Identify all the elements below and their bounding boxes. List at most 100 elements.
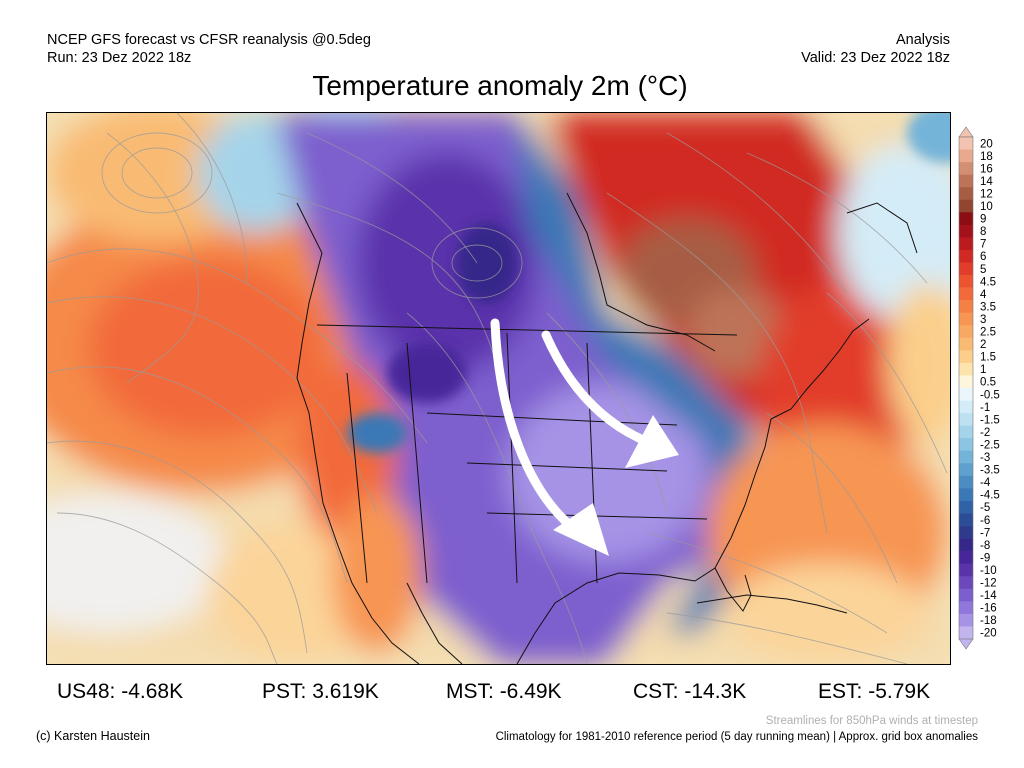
colorbar-swatch — [959, 488, 973, 502]
colorbar-label: -4.5 — [980, 490, 1000, 502]
stat-pst: PST: 3.619K — [262, 680, 379, 703]
colorbar-swatch — [959, 388, 973, 401]
colorbar-swatch — [959, 249, 973, 263]
colorbar-swatch — [959, 375, 973, 389]
colorbar-label: 0.5 — [980, 377, 996, 389]
author-credit: (c) Karsten Haustein — [36, 729, 150, 743]
colorbar-swatch — [959, 601, 973, 615]
colorbar-label: -10 — [980, 565, 997, 577]
colorbar-label: -5 — [980, 502, 990, 514]
colorbar-label: 6 — [980, 251, 986, 263]
colorbar-swatch — [959, 275, 973, 288]
colorbar-swatch — [959, 613, 973, 627]
colorbar-swatch — [959, 312, 973, 326]
colorbar-swatch — [959, 413, 973, 426]
colorbar-legend: 201816141210987654.543.532.521.510.5-0.5… — [958, 126, 1000, 650]
colorbar-label: 7 — [980, 239, 986, 251]
regional-averages: US48: -4.68K PST: 3.619K MST: -6.49K CST… — [0, 680, 1000, 706]
colorbar-label: -20 — [980, 628, 997, 640]
colorbar-label: 5 — [980, 264, 986, 276]
colorbar-top-arrow — [958, 126, 974, 138]
colorbar-swatch — [959, 438, 973, 452]
coastlines — [296, 192, 918, 664]
colorbar-label: 4 — [980, 289, 987, 301]
colorbar-label: -2.5 — [980, 439, 1000, 451]
colorbar-swatch — [959, 425, 973, 439]
colorbar-swatch — [959, 187, 973, 201]
colorbar-label: -8 — [980, 540, 990, 552]
stat-est: EST: -5.79K — [818, 680, 931, 703]
colorbar-label: -12 — [980, 578, 997, 590]
colorbar-swatch — [959, 287, 973, 301]
colorbar-label: 3.5 — [980, 301, 996, 313]
stat-cst: CST: -14.3K — [633, 680, 747, 703]
colorbar-label: 3 — [980, 314, 986, 326]
colorbar-label: 8 — [980, 226, 986, 238]
cold-air-arrows — [490, 318, 679, 556]
colorbar-swatch — [959, 588, 973, 602]
colorbar-swatch — [959, 174, 973, 188]
colorbar-label: 12 — [980, 188, 993, 200]
colorbar-label: 9 — [980, 214, 986, 226]
colorbar-label: -3 — [980, 452, 990, 464]
colorbar-swatch — [959, 262, 973, 276]
analysis-label: Analysis — [896, 32, 950, 48]
colorbar-label: -16 — [980, 603, 997, 615]
colorbar-swatch — [959, 362, 973, 376]
model-description: NCEP GFS forecast vs CFSR reanalysis @0.… — [47, 32, 371, 48]
temperature-anomaly-map — [46, 112, 951, 665]
colorbar-swatch — [959, 626, 973, 640]
colorbar-swatch — [959, 199, 973, 213]
colorbar-label: -3.5 — [980, 465, 1000, 477]
colorbar-label: -14 — [980, 590, 997, 602]
colorbar-swatch — [959, 162, 973, 175]
colorbar-label: -4 — [980, 477, 991, 489]
colorbar-swatch — [959, 224, 973, 238]
colorbar-bottom-arrow — [958, 638, 974, 650]
colorbar-swatch — [959, 137, 973, 150]
colorbar-label: -9 — [980, 552, 990, 564]
colorbar-swatch — [959, 212, 973, 226]
colorbar-label: -0.5 — [980, 389, 1000, 401]
colorbar-label: 2.5 — [980, 327, 996, 339]
header-run-info: NCEP GFS forecast vs CFSR reanalysis @0.… — [47, 31, 371, 67]
colorbar-label: 1.5 — [980, 352, 996, 364]
stat-mst: MST: -6.49K — [446, 680, 562, 703]
colorbar-label: 18 — [980, 151, 993, 163]
colorbar-swatch — [959, 463, 973, 477]
climatology-note: Climatology for 1981-2010 reference peri… — [495, 731, 978, 743]
map-graphic — [47, 113, 950, 664]
colorbar-label: -1 — [980, 402, 990, 414]
colorbar-swatch — [959, 400, 973, 414]
colorbar-swatch — [959, 513, 973, 527]
colorbar-label: 1 — [980, 364, 986, 376]
colorbar-swatch — [959, 300, 973, 313]
anomaly-detail — [347, 113, 950, 453]
colorbar-label: -18 — [980, 615, 997, 627]
valid-time: Valid: 23 Dez 2022 18z — [801, 50, 950, 66]
colorbar-label: 10 — [980, 201, 993, 213]
colorbar-swatch — [959, 325, 973, 339]
streamlines-note: Streamlines for 850hPa winds at timestep — [765, 715, 978, 727]
colorbar-swatch — [959, 337, 973, 351]
colorbar-swatch — [959, 526, 973, 539]
colorbar-label: 14 — [980, 176, 993, 188]
colorbar-label: 20 — [980, 138, 993, 150]
colorbar-swatch — [959, 500, 973, 514]
colorbar-label: 2 — [980, 339, 986, 351]
colorbar-label: -2 — [980, 427, 990, 439]
colorbar-label: -1.5 — [980, 414, 1000, 426]
colorbar-swatch — [959, 551, 973, 564]
anomaly-field — [47, 113, 950, 664]
colorbar-label: 16 — [980, 163, 993, 175]
colorbar-label: 4.5 — [980, 276, 996, 288]
colorbar-swatch — [959, 237, 973, 251]
colorbar-label: -6 — [980, 515, 990, 527]
colorbar-swatch — [959, 149, 973, 163]
colorbar-frame — [958, 136, 974, 640]
run-time: Run: 23 Dez 2022 18z — [47, 50, 192, 66]
colorbar-swatch — [959, 350, 973, 364]
colorbar-swatch — [959, 450, 973, 464]
colorbar-swatch — [959, 475, 973, 489]
header-valid-info: Analysis Valid: 23 Dez 2022 18z — [801, 31, 950, 67]
